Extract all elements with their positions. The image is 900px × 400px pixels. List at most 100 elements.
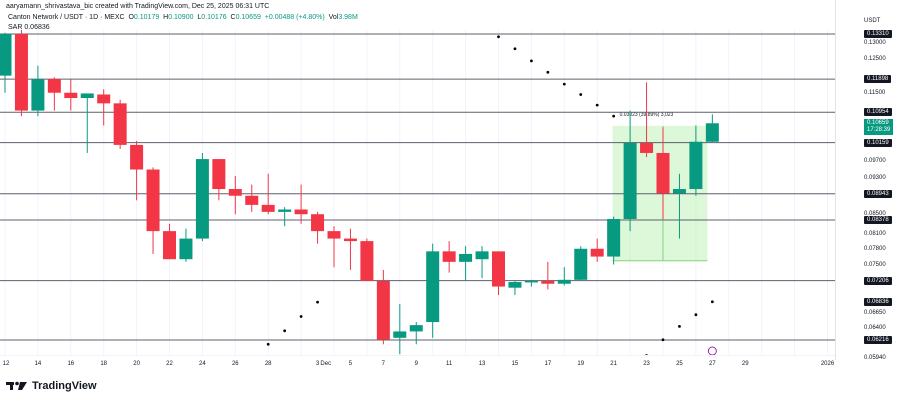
time-axis[interactable]: 12 14 16 18 20 22 24 26 28 Dec 3 5 7 9 11 13 15 17 19 21 23 2… bbox=[0, 355, 835, 374]
time-tick: 29 bbox=[741, 361, 749, 367]
time-tick: 25 bbox=[676, 361, 683, 367]
sar-dot bbox=[513, 47, 517, 51]
price-unit: USDT bbox=[864, 18, 881, 24]
candle-down bbox=[294, 209, 308, 215]
price-level-label: 0.10954 bbox=[864, 108, 892, 117]
candle-down bbox=[64, 92, 78, 99]
time-tick: 7 bbox=[381, 361, 386, 367]
candle-up bbox=[195, 159, 209, 239]
time-tick: 19 bbox=[577, 361, 585, 367]
price-level-label: 0.08943 bbox=[864, 189, 892, 198]
sar-dot bbox=[579, 93, 583, 96]
candle-up bbox=[689, 141, 703, 190]
candle-down bbox=[376, 280, 390, 340]
time-tick: 16 bbox=[67, 361, 75, 367]
candle-down bbox=[97, 94, 111, 104]
low-value: 0.10176 bbox=[201, 14, 227, 21]
candle-up bbox=[426, 251, 440, 323]
price-level-label: 0.10159 bbox=[864, 138, 892, 147]
candle-down bbox=[541, 280, 555, 284]
price-tick: 0.07500 bbox=[864, 261, 886, 268]
candle-down bbox=[245, 195, 259, 205]
change-value: +0.00488 (+4.80%) bbox=[264, 14, 325, 21]
time-tick: 9 bbox=[414, 361, 418, 367]
candle-up bbox=[705, 123, 719, 142]
time-tick: 12 bbox=[2, 361, 10, 367]
candle-down bbox=[113, 103, 127, 145]
symbol-legend: Canton Network / USDT · 1D · MEXC O0.101… bbox=[8, 14, 358, 21]
price-tick: 0.12500 bbox=[864, 56, 886, 63]
candle-down bbox=[656, 152, 670, 194]
price-tick: 0.09300 bbox=[864, 175, 886, 182]
price-tick: 0.06650 bbox=[864, 309, 886, 316]
candle-up bbox=[607, 218, 621, 257]
candle-up bbox=[31, 78, 45, 111]
candle-down bbox=[47, 78, 61, 93]
candle-down bbox=[14, 33, 28, 111]
price-level-label: 0.11898 bbox=[864, 75, 892, 84]
candle-down bbox=[311, 214, 325, 232]
price-level-label: 0.06836 bbox=[864, 297, 892, 306]
price-tick: 0.08500 bbox=[864, 211, 886, 218]
candle-up bbox=[524, 280, 538, 283]
close-value: 0.10659 bbox=[235, 14, 261, 21]
sar-legend[interactable]: SAR 0.06836 bbox=[8, 24, 50, 31]
price-tick: 0.05940 bbox=[864, 355, 886, 362]
sar-dot bbox=[546, 70, 550, 74]
candle-down bbox=[360, 241, 374, 281]
price-level-label: 0.08378 bbox=[864, 216, 892, 225]
candle-down bbox=[640, 142, 654, 153]
sar-dot bbox=[595, 103, 599, 107]
sar-dot bbox=[299, 315, 303, 318]
sar-dot bbox=[316, 300, 319, 304]
candle-down bbox=[343, 238, 357, 242]
candle-down bbox=[442, 251, 456, 262]
chart-credit: aaryamann_shrivastava_bic created with T… bbox=[6, 3, 270, 10]
price-tick: 0.11500 bbox=[864, 89, 886, 96]
sar-dot bbox=[266, 342, 270, 346]
sar-dot bbox=[661, 338, 665, 342]
candle-down bbox=[228, 189, 242, 196]
price-tick: 0.06400 bbox=[864, 325, 886, 332]
candle-up bbox=[179, 238, 193, 260]
tradingview-logo-icon bbox=[6, 381, 27, 390]
price-axis[interactable]: USDT 0.13000 0.12500 0.11500 0.09700 0.09300… bbox=[835, 0, 900, 362]
candle-up bbox=[557, 279, 571, 284]
time-tick: 24 bbox=[199, 361, 206, 367]
candle-down bbox=[146, 169, 160, 232]
time-tick: 26 bbox=[231, 361, 239, 367]
current-price-label: 0.10659 17:28:39 bbox=[864, 119, 894, 136]
volume-value: 3.98M bbox=[338, 14, 358, 21]
candle-up bbox=[459, 253, 473, 262]
low-label: L bbox=[197, 14, 202, 21]
sar-dot bbox=[645, 354, 648, 355]
time-tick: 13 bbox=[478, 361, 486, 367]
candle-down bbox=[261, 204, 275, 212]
candle-up bbox=[508, 282, 522, 288]
price-tick: 0.08100 bbox=[864, 230, 886, 237]
time-tick: Dec bbox=[320, 361, 332, 367]
time-tick: 21 bbox=[610, 361, 617, 367]
high-label: H bbox=[163, 14, 169, 21]
candle-up bbox=[623, 142, 637, 219]
candle-down bbox=[492, 251, 505, 287]
close-label: C bbox=[230, 14, 236, 21]
candle-up bbox=[672, 189, 686, 194]
price-level-label: 0.06216 bbox=[864, 335, 892, 344]
time-tick: 2026 bbox=[820, 361, 835, 367]
event-marker-icon bbox=[707, 346, 717, 355]
sar-dot bbox=[694, 313, 698, 317]
time-tick: 3 bbox=[315, 361, 320, 367]
candle-up bbox=[0, 33, 12, 76]
price-tick: 0.13000 bbox=[864, 40, 886, 47]
candle-up bbox=[574, 248, 588, 280]
chart-pane[interactable]: 0.03023 (39.89%) 3,023 bbox=[0, 30, 835, 355]
sar-dot bbox=[710, 300, 714, 304]
high-value: 0.10900 bbox=[168, 14, 194, 21]
time-tick: 15 bbox=[511, 361, 519, 367]
price-level-label: 0.13310 bbox=[864, 29, 892, 38]
time-tick: 18 bbox=[100, 361, 108, 367]
time-tick: 28 bbox=[264, 361, 272, 367]
tradingview-logo: TradingView bbox=[6, 380, 97, 392]
symbol-name[interactable]: Canton Network / USDT · 1D · MEXC bbox=[8, 14, 125, 21]
